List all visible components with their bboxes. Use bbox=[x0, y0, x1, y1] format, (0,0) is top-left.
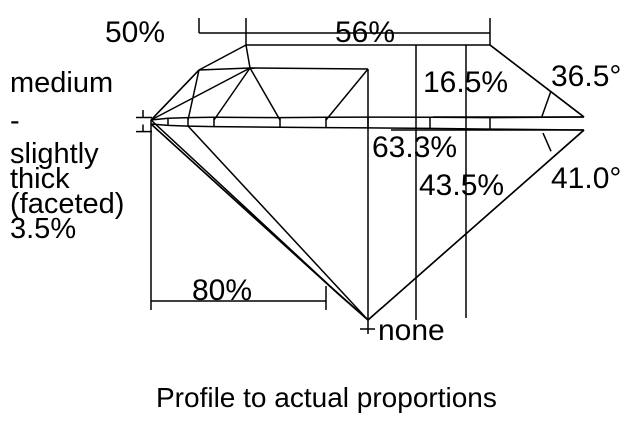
svg-text:43.5%: 43.5% bbox=[419, 169, 504, 202]
svg-text:36.5°: 36.5° bbox=[551, 60, 621, 93]
svg-text:none: none bbox=[378, 314, 445, 347]
svg-text:medium: medium bbox=[10, 67, 113, 99]
svg-text:Profile to actual proportions: Profile to actual proportions bbox=[156, 382, 497, 413]
svg-text:50%: 50% bbox=[105, 16, 165, 49]
svg-text:3.5%: 3.5% bbox=[10, 213, 76, 245]
svg-text:16.5%: 16.5% bbox=[423, 66, 508, 99]
svg-text:56%: 56% bbox=[335, 16, 395, 49]
svg-text:63.3%: 63.3% bbox=[372, 131, 457, 164]
svg-text:-: - bbox=[10, 105, 20, 137]
svg-text:80%: 80% bbox=[192, 274, 252, 307]
svg-text:41.0°: 41.0° bbox=[551, 162, 621, 195]
